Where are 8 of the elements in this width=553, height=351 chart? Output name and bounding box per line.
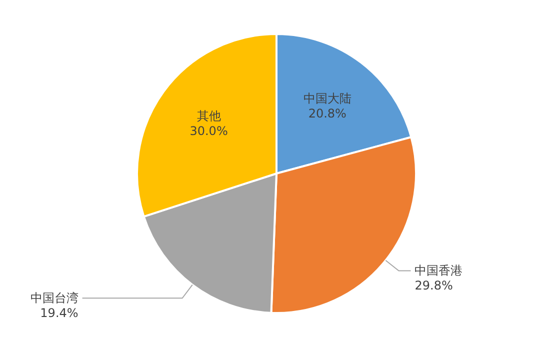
slice-label: 中国大陆 [303,92,352,106]
data-label: 30.0% [190,124,228,138]
data-label: 19.4% [40,306,78,320]
slice-label: 中国香港 [414,263,463,278]
data-label: 20.8% [308,106,346,121]
slice-label: 中国台湾 [30,290,78,305]
data-label: 29.8% [414,278,453,292]
slice-label: 其他 [196,108,221,123]
